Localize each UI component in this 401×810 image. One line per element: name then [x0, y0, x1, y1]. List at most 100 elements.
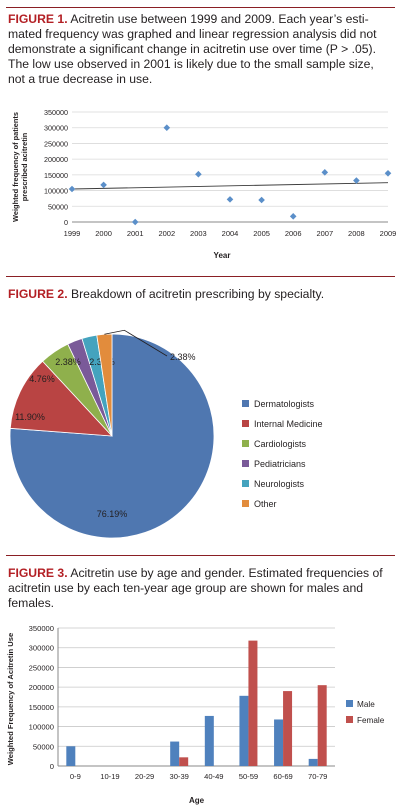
legend-label: Pediatricians	[254, 459, 306, 469]
x-tick-label: 20-29	[135, 772, 154, 781]
data-point	[258, 196, 265, 204]
trendline	[71, 182, 389, 190]
bar-male	[204, 715, 214, 766]
y-tick-label: 250000	[44, 139, 68, 148]
figure-2-text: Breakdown of acitretin prescribing by sp…	[70, 287, 325, 301]
legend-label: Other	[254, 499, 277, 509]
legend-label: Dermatologists	[254, 399, 315, 409]
pie-slice-internal-medicine	[9, 360, 113, 437]
legend-swatch	[346, 700, 353, 707]
x-tick-label: 2000	[95, 229, 112, 238]
x-tick-label: 70-79	[308, 772, 327, 781]
legend-swatch	[242, 480, 249, 487]
y-tick-label: 250000	[29, 663, 54, 672]
bar-male	[66, 746, 76, 766]
x-tick-label: 30-39	[169, 772, 188, 781]
figure-3-caption: FIGURE 3. Acitretin use by age and gende…	[8, 566, 394, 611]
x-tick-label: 60-69	[273, 772, 292, 781]
data-point	[384, 169, 392, 177]
figure-1-top-rule	[6, 7, 395, 8]
figure-1-scatter-chart: 350000 300000 250000 200000 150000 100000 5000…	[11, 108, 397, 260]
legend-swatch	[242, 400, 249, 407]
x-axis-title: Year	[214, 251, 231, 260]
y-tick-label: 100000	[44, 187, 68, 196]
data-point	[68, 185, 76, 193]
legend-swatch	[242, 500, 249, 507]
x-tick-label: 0-9	[70, 772, 81, 781]
y-tick-label: 200000	[29, 683, 54, 692]
bar-female	[317, 685, 327, 766]
legend-label: Neurologists	[254, 479, 305, 489]
x-tick-label: 50-59	[239, 772, 258, 781]
pie-data-label: 4.76%	[29, 374, 55, 384]
figure-1-label: FIGURE 1.	[8, 12, 68, 26]
pie-data-label: 2.38%	[170, 352, 196, 362]
x-tick-label: 40-49	[204, 772, 223, 781]
legend-swatch	[346, 716, 353, 723]
legend-swatch	[242, 420, 249, 427]
figure-3-label: FIGURE 3.	[8, 566, 68, 580]
leader-line	[104, 329, 168, 357]
x-tick-label: 2009	[380, 229, 397, 238]
y-tick-label: 0	[50, 762, 54, 771]
bar-male	[274, 719, 284, 766]
figure-1-caption: FIGURE 1. Acitretin use between 1999 and…	[8, 12, 394, 87]
x-tick-label: 2002	[158, 229, 175, 238]
figure-1-text: Acitretin use between 1999 and 2009. Eac…	[8, 12, 377, 86]
data-point	[321, 169, 329, 176]
legend-label: Cardiologists	[254, 439, 307, 449]
y-tick-label: 200000	[44, 155, 68, 164]
figure-3-bar-chart: 350000 300000 250000 200000 150000 100000 5000…	[6, 624, 385, 805]
data-point	[163, 124, 171, 132]
figure-3-top-rule	[6, 555, 395, 556]
x-tick-label: 2003	[190, 229, 207, 238]
legend-swatch	[242, 440, 249, 447]
data-point	[353, 177, 360, 184]
x-tick-label: 2001	[127, 229, 144, 238]
x-tick-label: 2006	[285, 229, 302, 238]
x-tick-label: 2004	[222, 229, 239, 238]
data-point	[226, 196, 234, 203]
y-axis-title-line: prescribed acitretin	[20, 132, 29, 201]
y-axis-title: Weighted frequency of patientsprescribed…	[11, 112, 29, 222]
data-point	[100, 181, 107, 189]
y-axis-title: Weighted Frequency of Acitretin Use	[6, 633, 15, 766]
x-tick-label: 2008	[348, 229, 365, 238]
pie-slice-dermatologists	[9, 333, 215, 539]
x-tick-label: 1999	[64, 229, 81, 238]
y-tick-label: 350000	[29, 624, 54, 633]
data-point	[289, 213, 297, 220]
bar-male	[239, 695, 249, 766]
figure-1: FIGURE 1. Acitretin use between 1999 and…	[0, 0, 401, 270]
pie-data-label: 76.19%	[97, 509, 128, 519]
bar-female	[283, 691, 293, 766]
pie-data-label: 2.38%	[55, 357, 81, 367]
y-tick-label: 350000	[44, 108, 68, 117]
y-tick-label: 50000	[48, 202, 68, 211]
y-tick-label: 150000	[44, 171, 68, 180]
figure-3-text: Acitretin use by age and gender. Estimat…	[8, 566, 383, 610]
y-axis-title-line: Weighted frequency of patients	[11, 112, 20, 222]
bar-male	[170, 741, 180, 766]
legend-label: Male	[357, 700, 375, 709]
figure-2-label: FIGURE 2.	[8, 287, 68, 301]
y-tick-label: 300000	[44, 124, 68, 133]
y-tick-label: 0	[64, 218, 68, 227]
data-point	[195, 170, 202, 178]
figure-2-top-rule	[6, 276, 395, 277]
legend-label: Internal Medicine	[254, 419, 323, 429]
x-tick-label: 10-19	[100, 772, 119, 781]
figure-2-caption: FIGURE 2. Breakdown of acitretin prescri…	[8, 287, 394, 302]
y-tick-label: 150000	[29, 703, 54, 712]
figure-3: FIGURE 3. Acitretin use by age and gende…	[0, 550, 401, 810]
bar-male	[308, 758, 318, 766]
x-axis-title: Age	[189, 796, 205, 805]
y-tick-label: 300000	[29, 644, 54, 653]
bar-female	[248, 640, 258, 766]
x-tick-label: 2007	[316, 229, 333, 238]
figure-2-pie-chart: 76.19%11.90%4.76%2.38%2.38%2.38%Dermatol…	[9, 329, 323, 539]
figure-2: FIGURE 2. Breakdown of acitretin prescri…	[0, 270, 401, 550]
y-tick-label: 50000	[33, 742, 54, 751]
data-point	[131, 218, 139, 226]
x-tick-label: 2005	[253, 229, 270, 238]
